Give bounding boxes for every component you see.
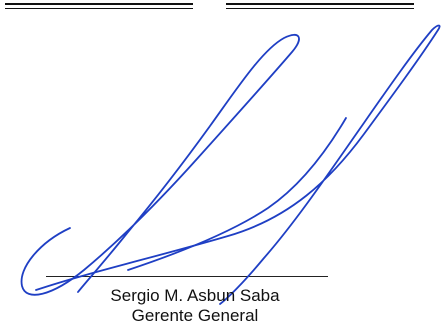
top-rule-left-upper [5,3,193,5]
signature-stroke-main-sweep [35,24,441,305]
signature-stroke-left-loop [20,33,300,296]
signature-line [46,276,328,277]
signature-strokes [20,24,441,305]
signer-title: Gerente General [131,306,259,325]
signature-stroke-inner [127,117,347,271]
top-rule-right-upper [226,3,414,5]
top-rule-left-lower [5,8,193,9]
top-rule-right-lower [226,8,414,9]
signer-name: Sergio M. Asbun Saba [110,286,280,305]
